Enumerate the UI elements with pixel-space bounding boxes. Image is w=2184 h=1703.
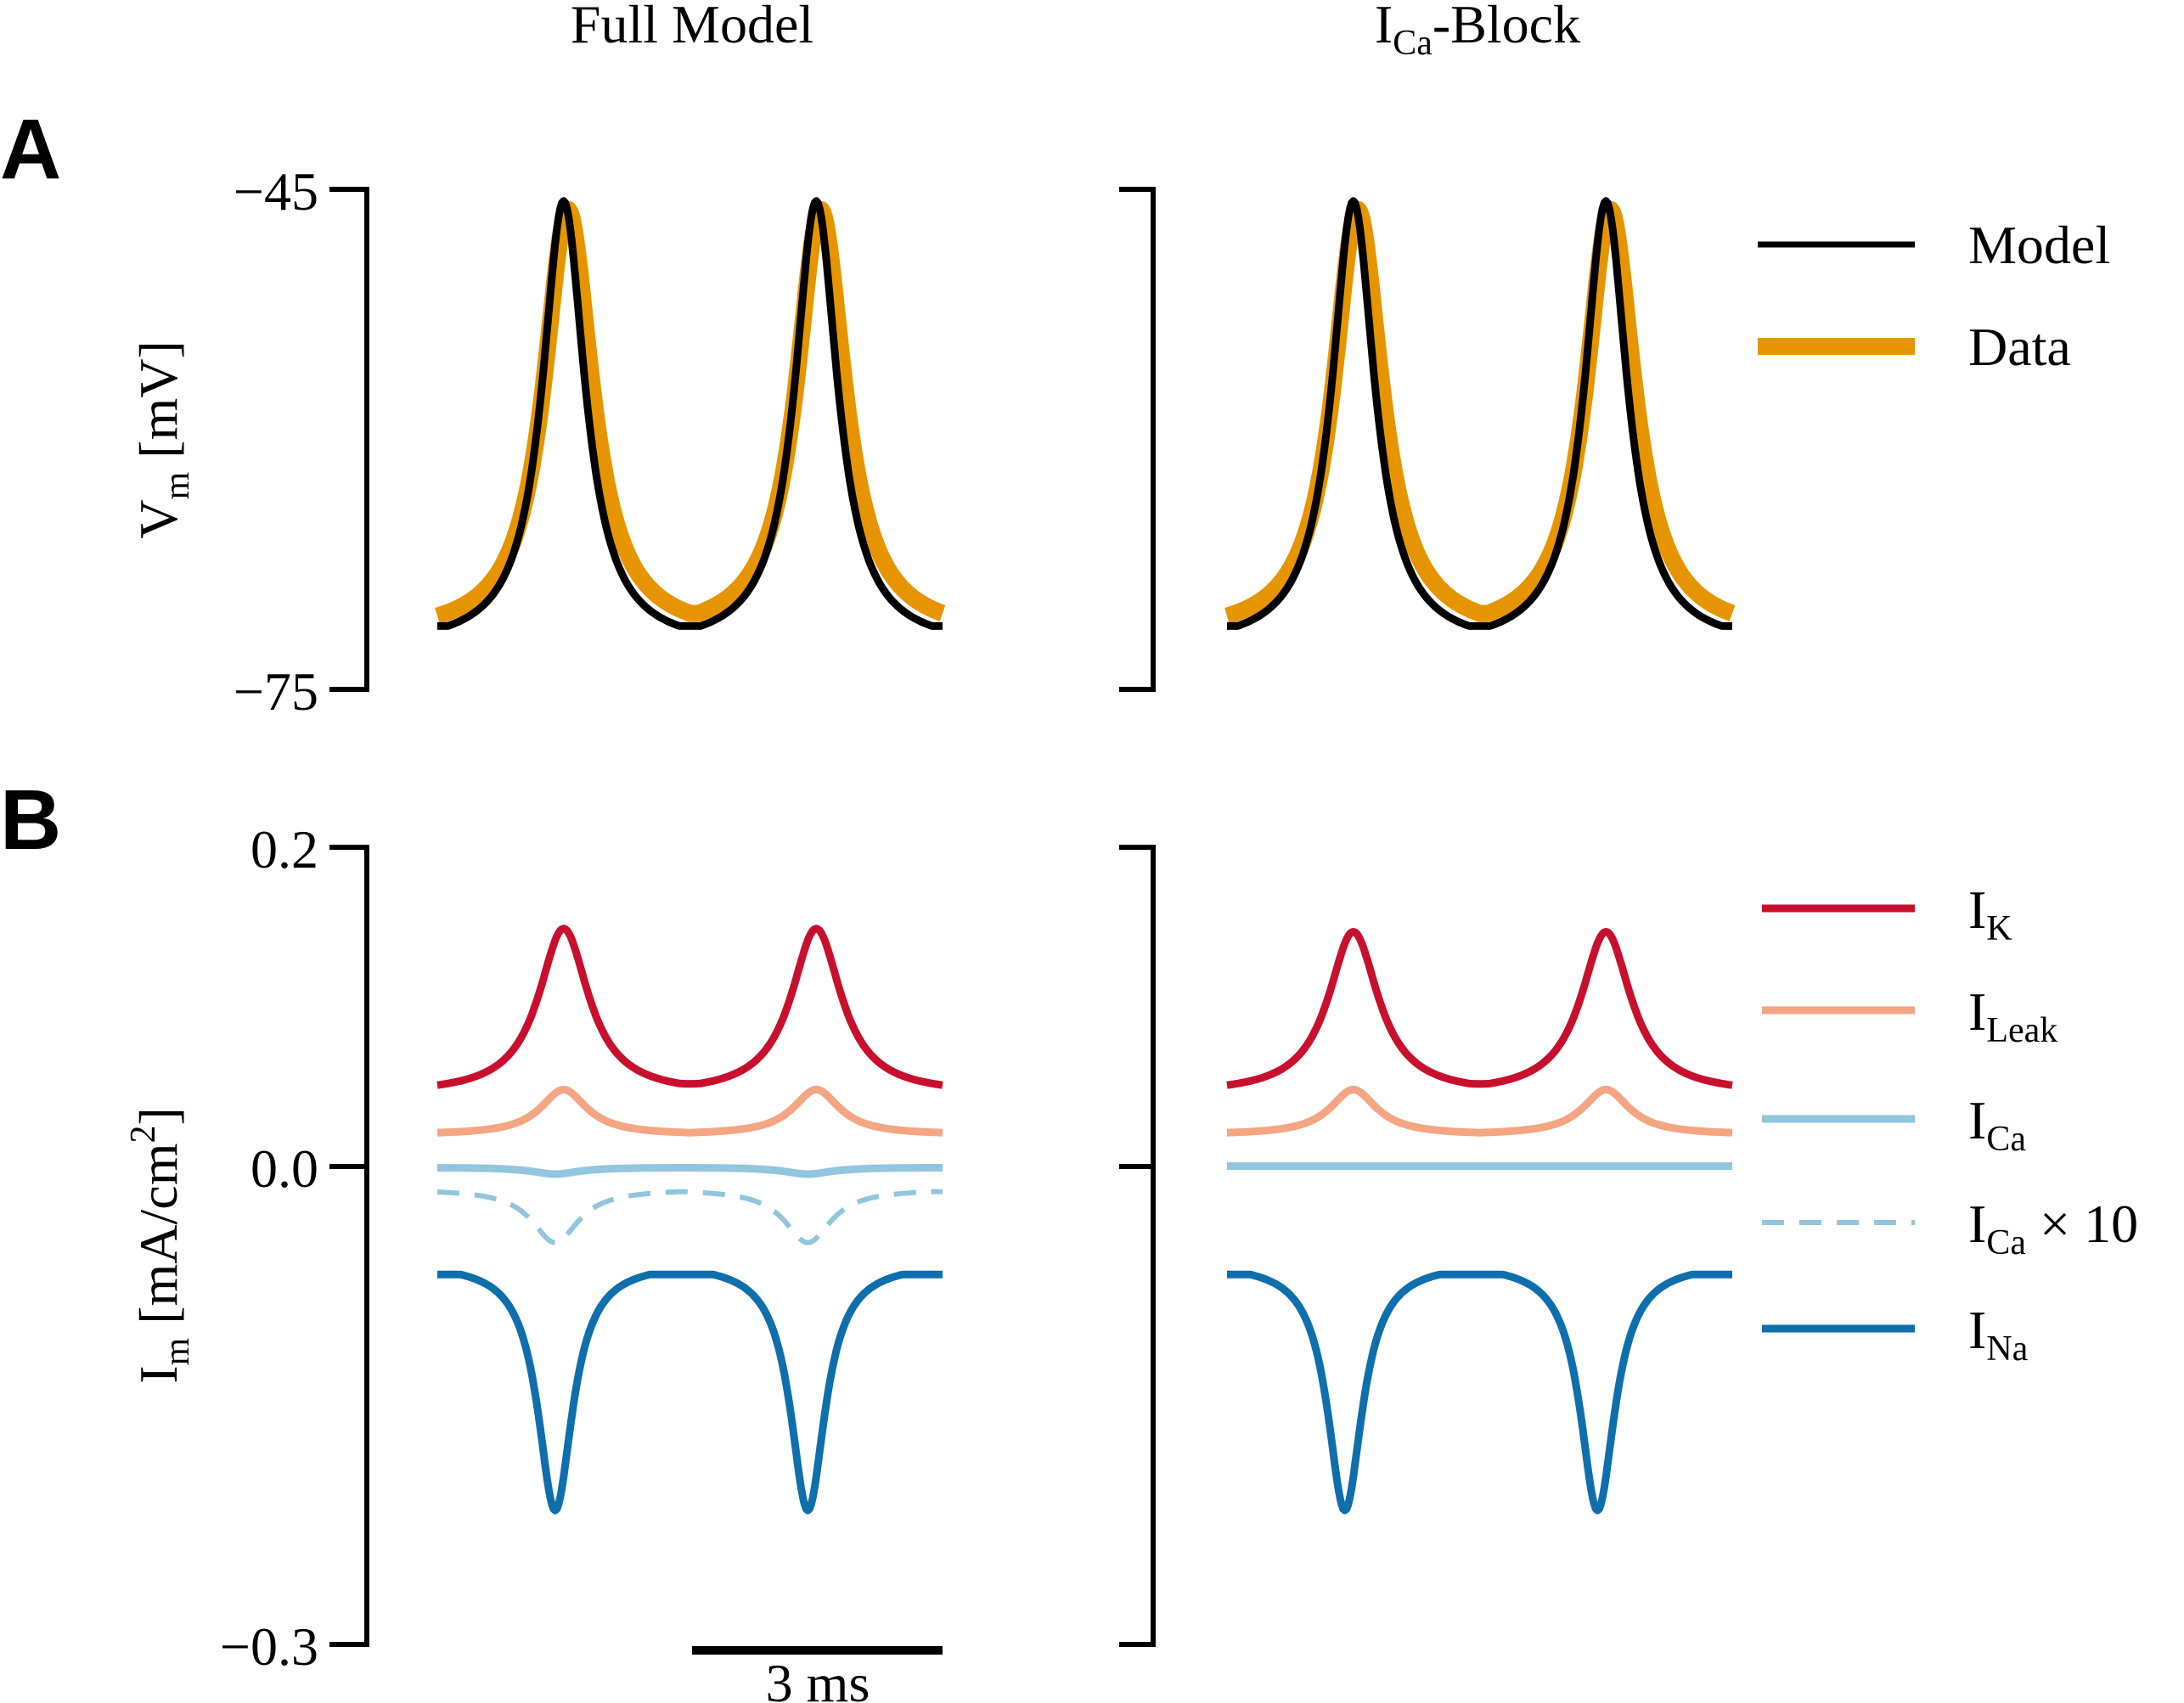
legend-ica-label: ICa — [1968, 1090, 2026, 1159]
column-title-main: I — [1375, 0, 1393, 54]
panel-b-left-yaxis — [329, 845, 369, 1647]
panel-a-ylabel-suffix: [mV] — [128, 340, 189, 472]
panel-a: −45 −75 Vm [mV] Model Data — [128, 161, 2110, 722]
panel-b-ylabel-suffix: [mA/cm — [128, 1144, 189, 1338]
legend-ina-label: INa — [1968, 1300, 2029, 1369]
panel-a-ytick-top: −45 — [234, 161, 318, 222]
panel-b-ylabel: Im [mA/cm2] — [124, 1107, 197, 1384]
panel-a-ylabel: Vm [mV] — [128, 340, 197, 539]
trace-ileak-full — [435, 1086, 945, 1137]
panel-b-ylabel-close: ] — [128, 1107, 189, 1125]
panel-letter-a: A — [0, 102, 61, 197]
panel-letter-b: B — [0, 773, 61, 868]
panel-b-ytick-zero: 0.0 — [250, 1138, 318, 1199]
legend-model-label: Model — [1968, 215, 2110, 275]
scale-bar-label: 3 ms — [766, 1653, 870, 1703]
legend-ileak-label: ILeak — [1968, 981, 2057, 1050]
panel-a-left-yaxis — [329, 187, 369, 692]
trace-ik-full — [435, 925, 945, 1089]
panel-a-ylabel-sub: m — [158, 472, 197, 500]
column-title-full-model: Full Model — [571, 0, 813, 54]
panel-b-traces — [435, 925, 1735, 1515]
panel-a-ytick-bottom: −75 — [234, 661, 318, 722]
panel-b: 0.2 0.0 −0.3 Im [mA/cm2] IK ILeak ICa IC… — [124, 819, 2138, 1703]
trace-ileak-block — [1224, 1086, 1735, 1137]
trace-ik-block — [1224, 928, 1735, 1089]
trace-model-block — [1224, 197, 1735, 630]
legend-ica10-label: ICa × 10 — [1968, 1194, 2138, 1262]
panel-b-legend: IK ILeak ICa ICa × 10 INa — [1762, 880, 2138, 1369]
column-title-suffix: -Block — [1433, 0, 1580, 54]
column-title-ica-block: ICa-Block — [1375, 0, 1580, 63]
trace-ina-block — [1224, 1270, 1735, 1515]
panel-b-ylabel-sup: 2 — [124, 1126, 163, 1144]
panel-a-right-yaxis — [1119, 187, 1156, 692]
panel-b-ylabel-sub: m — [158, 1337, 197, 1365]
panel-a-traces — [431, 197, 1739, 630]
panel-a-legend: Model Data — [1758, 215, 2110, 377]
trace-ica-full — [435, 1164, 945, 1178]
trace-model-full — [435, 197, 945, 630]
trace-ina-full — [435, 1270, 945, 1515]
trace-ica10-full — [436, 1189, 943, 1245]
panel-b-right-yaxis — [1119, 845, 1156, 1647]
panel-a-ylabel-main: V — [128, 500, 189, 539]
panel-b-ytick-bottom: −0.3 — [220, 1616, 318, 1677]
panel-b-ylabel-main: I — [128, 1365, 189, 1383]
panel-b-ytick-top: 0.2 — [250, 819, 318, 880]
legend-data-label: Data — [1968, 317, 2071, 377]
legend-ik-label: IK — [1968, 880, 2012, 948]
column-title-sub: Ca — [1393, 24, 1433, 63]
